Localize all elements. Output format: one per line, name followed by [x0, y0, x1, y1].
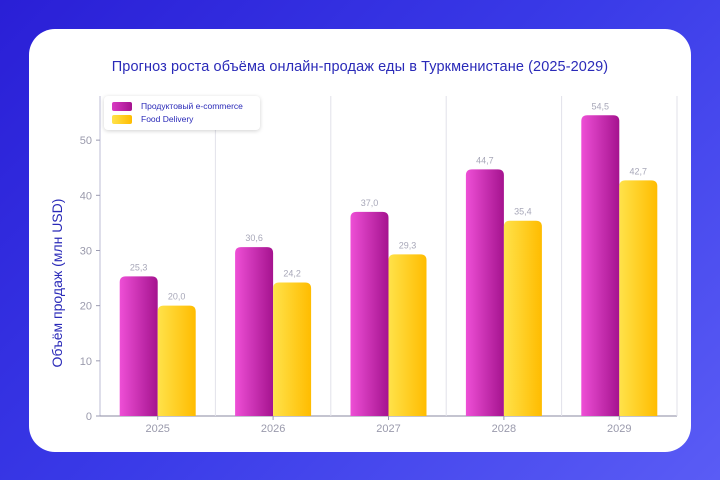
value-label-food-delivery-2026: 24,2	[283, 268, 301, 278]
chart-title: Прогноз роста объёма онлайн-продаж еды в…	[111, 59, 609, 75]
x-tick-label-2025: 2025	[145, 423, 169, 435]
value-label-food-delivery-2028: 35,4	[514, 207, 532, 217]
bar-grocery-2028	[465, 169, 504, 416]
value-label-food-delivery-2029: 42,7	[630, 166, 648, 176]
bar-food-delivery-2027	[388, 254, 427, 416]
x-tick-label-2028: 2028	[492, 423, 516, 435]
y-tick-label: 40	[80, 190, 92, 202]
bar-grocery-2025	[119, 276, 158, 416]
x-tick-label-2027: 2027	[376, 423, 400, 435]
bar-grocery-2026	[235, 247, 274, 416]
x-tick-label-2026: 2026	[261, 423, 285, 435]
legend-item-grocery: Продуктовый e-commerce	[112, 100, 243, 112]
value-label-food-delivery-2027: 29,3	[399, 240, 417, 250]
value-label-grocery-2025: 25,3	[130, 262, 148, 272]
value-label-grocery-2026: 30,6	[245, 233, 263, 243]
legend-item-food-delivery: Food Delivery	[112, 113, 193, 125]
bar-grocery-2029	[581, 115, 620, 416]
value-label-grocery-2028: 44,7	[476, 155, 494, 165]
bar-food-delivery-2028	[503, 220, 542, 416]
legend-swatch-grocery	[112, 101, 132, 111]
value-label-grocery-2029: 54,5	[592, 101, 610, 111]
bar-food-delivery-2025	[157, 305, 196, 416]
y-tick-label: 10	[80, 356, 92, 368]
y-tick-label: 50	[80, 135, 92, 147]
legend-label-food-delivery: Food Delivery	[141, 114, 194, 124]
y-tick-label: 20	[80, 301, 92, 313]
y-tick-label: 30	[80, 245, 92, 257]
bar-food-delivery-2026	[273, 282, 312, 416]
bar-food-delivery-2029	[619, 180, 658, 416]
legend-swatch-food-delivery	[112, 114, 132, 124]
legend-label-grocery: Продуктовый e-commerce	[141, 101, 243, 111]
value-label-food-delivery-2025: 20,0	[168, 292, 186, 302]
y-tick-label: 0	[86, 411, 92, 423]
bar-grocery-2027	[350, 211, 389, 416]
x-tick-label-2029: 2029	[607, 423, 631, 435]
legend: Продуктовый e-commerce Food Delivery	[104, 96, 260, 130]
value-label-grocery-2027: 37,0	[361, 198, 379, 208]
